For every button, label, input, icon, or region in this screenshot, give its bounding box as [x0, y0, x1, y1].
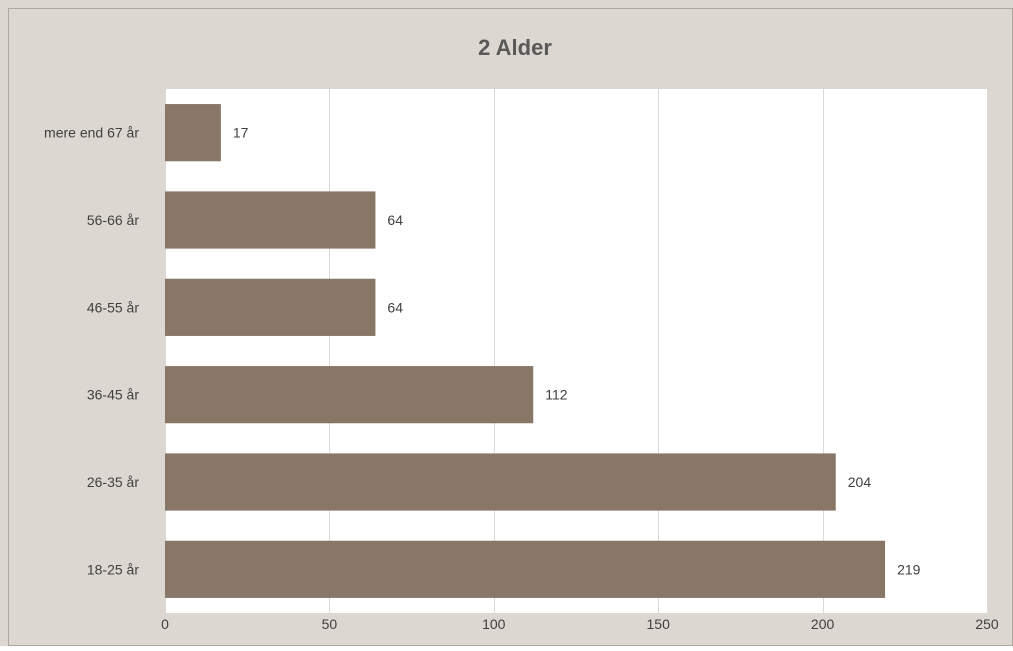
gridlines — [165, 89, 988, 613]
category-label-3: 36-45 år — [87, 387, 139, 403]
category-label-2: 46-55 år — [87, 299, 139, 315]
bar-5 — [165, 540, 886, 598]
category-labels: mere end 67 år 56-66 år 46-55 år 36-45 år 26… — [44, 125, 139, 578]
x-tick-label-250: 250 — [975, 616, 999, 632]
x-tick-labels: 0 50 100 150 200 250 — [161, 616, 999, 632]
data-label-3: 112 — [545, 387, 568, 403]
x-tick-label-0: 0 — [161, 616, 169, 632]
x-tick-label-50: 50 — [322, 616, 338, 632]
category-label-4: 26-35 år — [87, 474, 139, 490]
category-label-1: 56-66 år — [87, 212, 139, 228]
bar-3 — [165, 366, 534, 424]
bar-4 — [165, 453, 836, 511]
plot-area — [165, 89, 987, 613]
chart-title: 2 Alder — [478, 35, 552, 60]
category-label-5: 18-25 år — [87, 561, 139, 577]
x-tick-label-200: 200 — [811, 616, 835, 632]
bar-2 — [165, 278, 376, 336]
x-tick-label-100: 100 — [482, 616, 506, 632]
bar-0 — [165, 104, 221, 162]
data-label-2: 64 — [387, 299, 403, 315]
data-labels: 17 64 64 112 204 219 — [233, 125, 921, 578]
category-label-0: mere end 67 år — [44, 125, 139, 141]
data-label-0: 17 — [233, 125, 249, 141]
data-label-4: 204 — [848, 474, 872, 490]
bars — [165, 104, 886, 598]
data-label-5: 219 — [897, 561, 921, 577]
bar-1 — [165, 191, 376, 249]
x-tick-label-150: 150 — [647, 616, 671, 632]
data-label-1: 64 — [387, 212, 403, 228]
